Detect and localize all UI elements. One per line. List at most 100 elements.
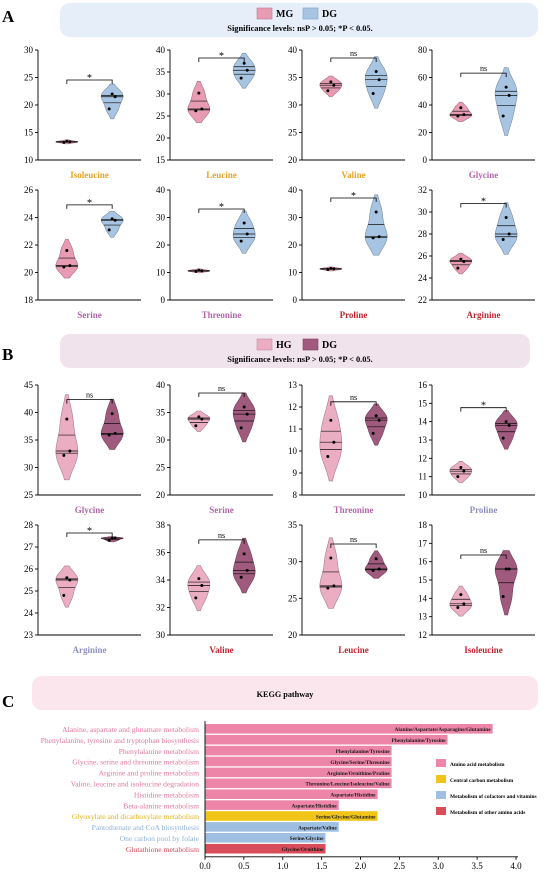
violin-dg bbox=[494, 410, 518, 450]
y-tick-label: 38 bbox=[156, 520, 166, 530]
significance-note-a: Significance levels: nsP > 0.05; *P < 0.… bbox=[227, 24, 372, 33]
y-tick-label: 20 bbox=[156, 490, 166, 500]
violin-title: Isoleucine bbox=[464, 645, 503, 655]
kegg-bar-compounds: Aspartate/Histidine bbox=[291, 804, 337, 810]
data-point bbox=[462, 469, 466, 473]
data-point bbox=[374, 414, 378, 418]
y-tick-label: 16 bbox=[418, 557, 428, 567]
violin-dg bbox=[232, 537, 256, 594]
significance-mark: * bbox=[219, 202, 224, 213]
y-tick-label: 40 bbox=[24, 408, 34, 418]
data-point bbox=[113, 536, 117, 540]
data-point bbox=[332, 584, 336, 588]
y-tick-label: 0 bbox=[161, 295, 166, 305]
data-point bbox=[197, 91, 201, 95]
y-tick-label: 35 bbox=[156, 67, 166, 77]
y-tick-label: 30 bbox=[156, 435, 166, 445]
significance-bracket bbox=[460, 407, 507, 412]
data-point bbox=[326, 89, 330, 93]
data-point bbox=[456, 266, 460, 270]
y-tick-label: 18 bbox=[24, 295, 34, 305]
kegg-bar-valine-leucine-and-isoleucine-degradation bbox=[205, 778, 392, 789]
data-point bbox=[110, 536, 114, 540]
data-point bbox=[504, 216, 508, 219]
kegg-bar-group: Phenylalanine/Tyrosine Phenylalanine meta… bbox=[119, 745, 392, 756]
y-tick-label: 60 bbox=[418, 73, 428, 83]
significance-mark: * bbox=[87, 73, 92, 84]
data-point bbox=[107, 228, 111, 232]
data-point bbox=[194, 596, 198, 600]
data-point bbox=[68, 578, 72, 582]
data-point bbox=[197, 268, 201, 272]
violin-chart-B-proline: 10 11 12 13 14 15 16 * Proline bbox=[418, 380, 535, 515]
kegg-legend-label: Central carbon metabolism bbox=[450, 778, 514, 784]
violin-chart-A-glycine: 0 20 40 60 80 ns Glycine bbox=[418, 45, 535, 180]
data-point bbox=[456, 606, 460, 609]
kegg-pathway-label: Glycine, serine and threonine metabolism bbox=[72, 758, 199, 767]
y-tick-label: 20 bbox=[288, 630, 298, 640]
violin-dg bbox=[100, 398, 124, 450]
data-point bbox=[65, 576, 69, 580]
violin-dg bbox=[364, 194, 388, 256]
violin-dg bbox=[494, 202, 518, 255]
kegg-bar-compounds: Serine/Glycine/Glutamine bbox=[316, 814, 376, 820]
y-tick-label: 20 bbox=[288, 155, 298, 165]
violin-chart-A-threonine: 0 10 20 30 40 * Threonine bbox=[156, 185, 273, 320]
data-point bbox=[377, 418, 381, 422]
violin-dg bbox=[364, 550, 388, 579]
data-point bbox=[507, 232, 511, 236]
violin-chart-B-leucine: 20 25 30 35 ns Leucine bbox=[288, 520, 405, 655]
violin-title: Threonine bbox=[334, 505, 374, 515]
kegg-bar-phenylalanine-tyrosine-and-tryptophan-biosynthesis bbox=[205, 734, 448, 745]
significance-mark: ns bbox=[480, 64, 487, 73]
kegg-pathway-label: Beta-alanine metabolism bbox=[123, 801, 199, 810]
kegg-legend-swatch bbox=[436, 807, 446, 815]
violin-mg bbox=[187, 80, 211, 123]
y-tick-label: 27 bbox=[24, 542, 34, 552]
y-tick-label: 14 bbox=[418, 417, 428, 427]
violin-title: Valine bbox=[209, 645, 233, 655]
data-point bbox=[371, 431, 375, 435]
panel-label-b: B bbox=[2, 345, 13, 364]
violin-hg bbox=[55, 565, 79, 608]
significance-bracket bbox=[198, 57, 245, 62]
kegg-legend-item: Metabolism of cofactors and vitamins bbox=[436, 791, 537, 800]
violin-chart-B-arginine: 23 24 25 26 27 28 * Arginine bbox=[24, 520, 141, 655]
data-point bbox=[194, 424, 198, 428]
y-tick-label: 32 bbox=[156, 603, 165, 613]
kegg-x-tick-label: 0.0 bbox=[199, 861, 211, 871]
significance-bracket bbox=[66, 204, 113, 209]
data-point bbox=[242, 405, 246, 409]
data-point bbox=[242, 61, 246, 65]
y-tick-label: 15 bbox=[418, 398, 428, 408]
kegg-x-tick-label: 1.5 bbox=[316, 861, 328, 871]
significance-bracket bbox=[460, 203, 507, 208]
data-point bbox=[374, 210, 378, 214]
data-point bbox=[239, 239, 243, 243]
kegg-bar-group: Aspartate/Valine Pantothenate and CoA bio… bbox=[92, 822, 339, 832]
legend-swatch-hg bbox=[256, 338, 273, 351]
data-point bbox=[62, 265, 66, 269]
violin-hg bbox=[319, 395, 343, 482]
kegg-x-tick-label: 1.0 bbox=[277, 861, 289, 871]
y-tick-label: 30 bbox=[156, 630, 166, 640]
y-tick-label: 11 bbox=[418, 472, 427, 482]
data-point bbox=[459, 257, 463, 261]
data-point bbox=[501, 595, 505, 598]
data-point bbox=[507, 423, 511, 427]
violin-hg bbox=[449, 461, 473, 484]
data-point bbox=[326, 455, 330, 458]
data-point bbox=[462, 602, 466, 606]
y-tick-label: 22 bbox=[418, 295, 427, 305]
panel-b-header: HG DG Significance levels: nsP > 0.05; *… bbox=[60, 334, 530, 368]
violin-title: Proline bbox=[470, 505, 498, 515]
data-point bbox=[194, 269, 198, 273]
y-tick-label: 40 bbox=[156, 45, 166, 55]
significance-bracket bbox=[66, 79, 113, 84]
violin-hg bbox=[187, 565, 211, 612]
violin-dg bbox=[100, 83, 124, 120]
data-point bbox=[200, 107, 204, 111]
data-point bbox=[113, 218, 117, 222]
data-point bbox=[326, 267, 330, 271]
kegg-x-tick-label: 3.0 bbox=[433, 861, 445, 871]
